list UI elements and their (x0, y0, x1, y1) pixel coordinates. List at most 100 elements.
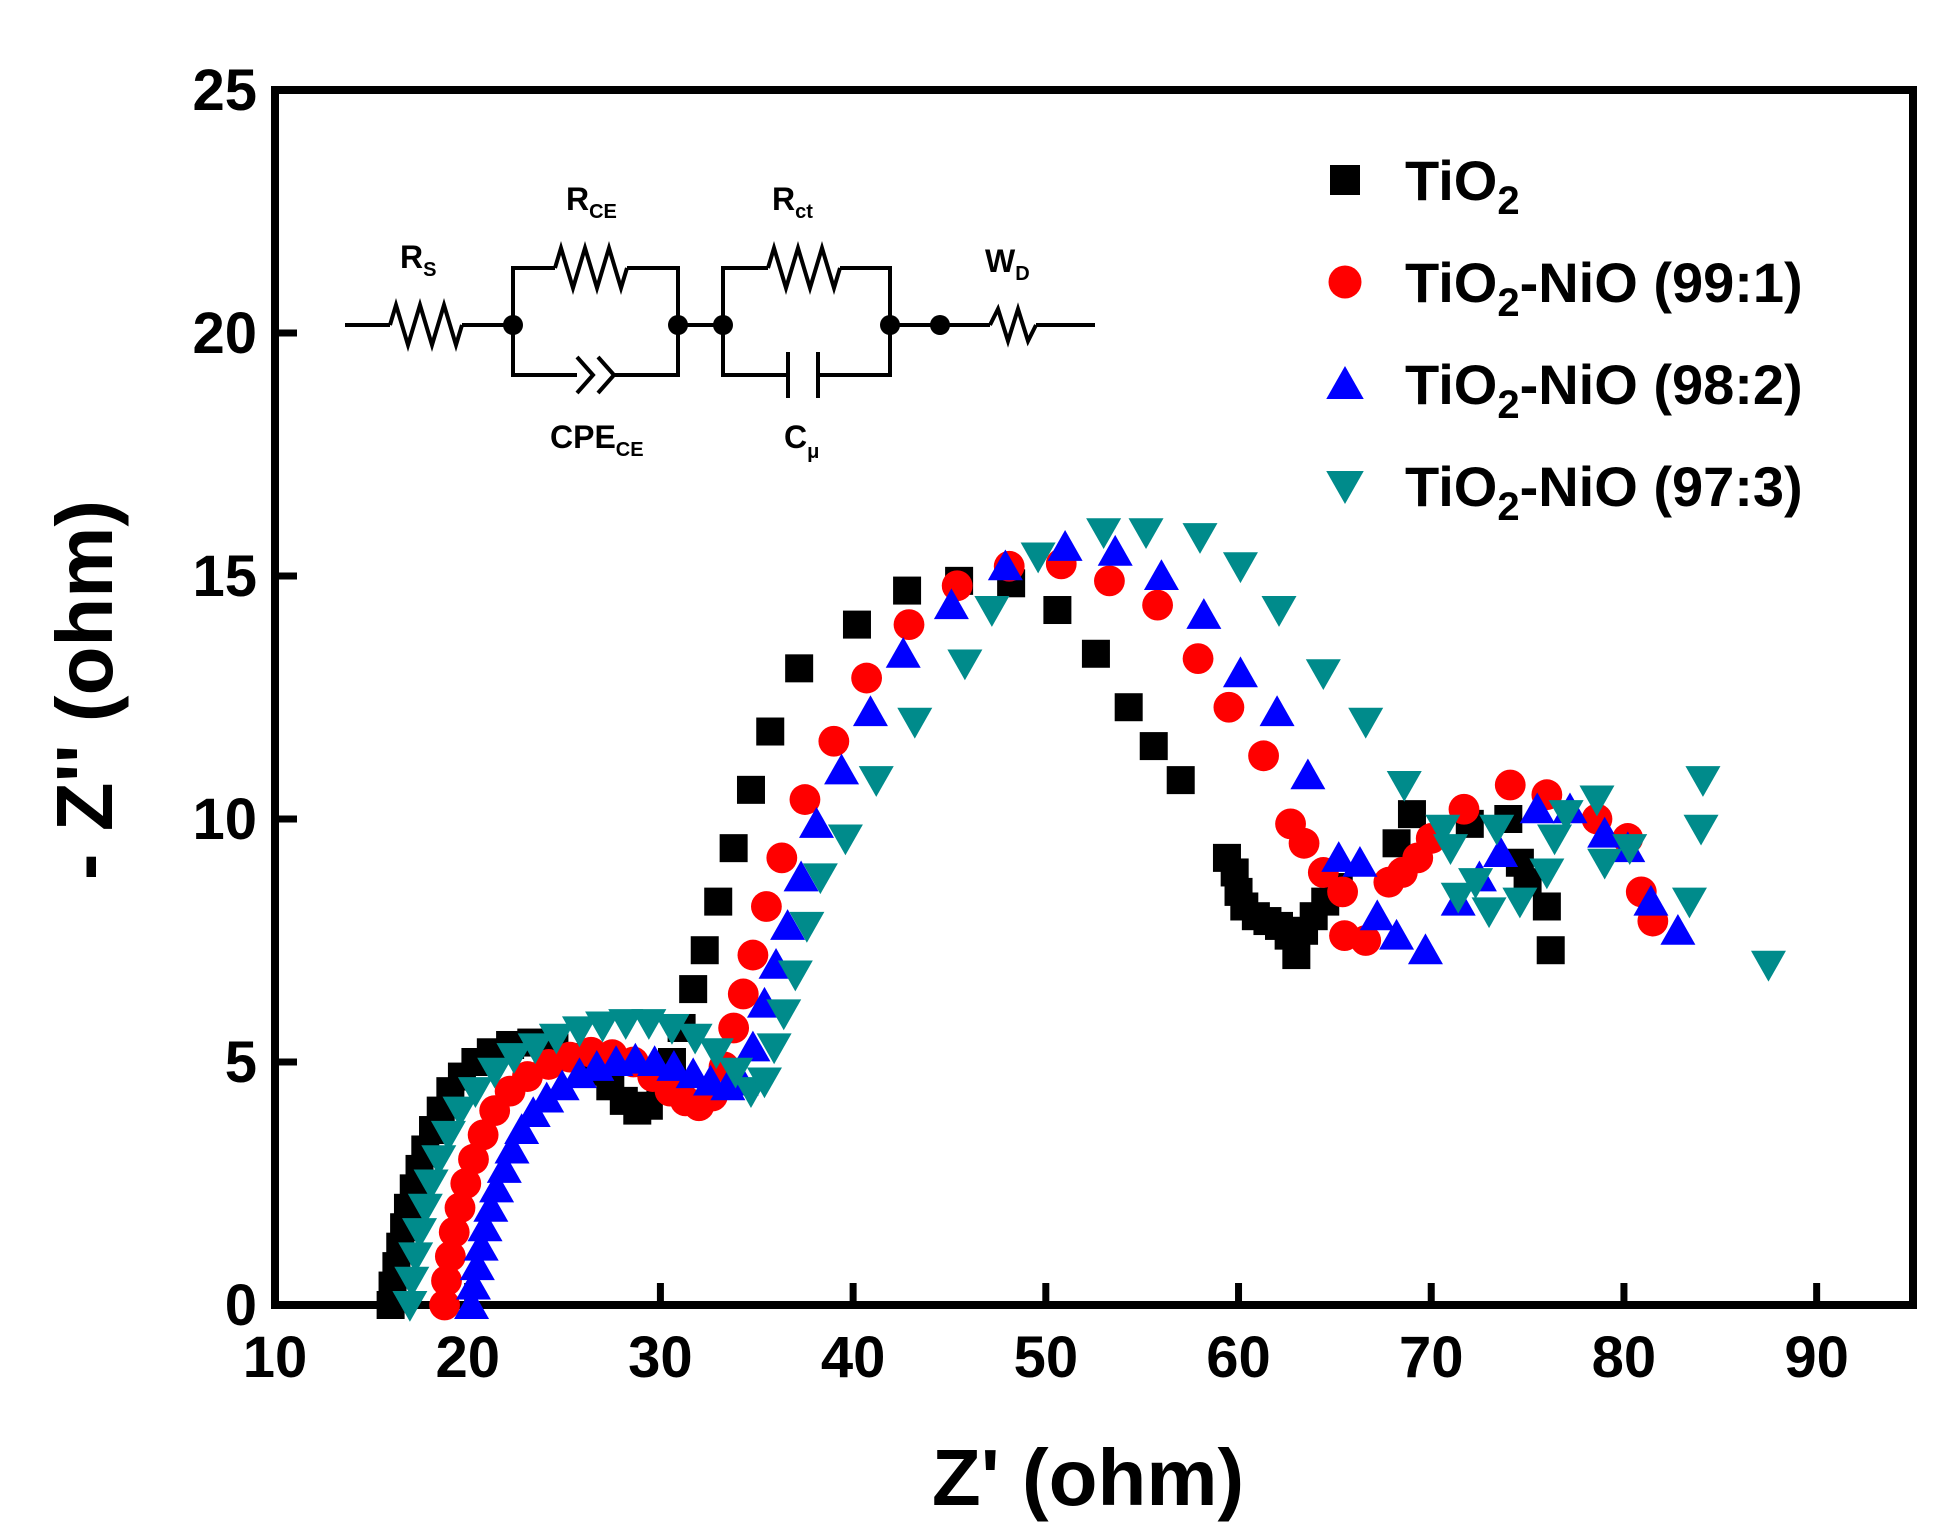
data-point (467, 1119, 499, 1151)
data-point (679, 975, 708, 1004)
label-rce: RCE (566, 181, 617, 223)
data-point (766, 842, 798, 874)
circuit-node (713, 315, 733, 335)
data-point (1537, 824, 1573, 856)
y-tick-label: 0 (225, 1273, 257, 1338)
data-point (608, 1009, 644, 1040)
data-point (719, 834, 748, 863)
data-point (1548, 800, 1584, 831)
y-axis-title: - Z'' (ohm) (40, 500, 129, 880)
data-point (677, 1023, 713, 1055)
data-point (1222, 656, 1258, 688)
data-point (1094, 565, 1125, 597)
data-point (1750, 950, 1786, 982)
data-point (1685, 766, 1721, 797)
data-point (1407, 933, 1443, 965)
y-tick-label: 15 (192, 544, 257, 609)
data-point (392, 1291, 428, 1322)
resistor-rct (766, 241, 842, 295)
data-point (1458, 868, 1494, 899)
label-wd: WD (985, 243, 1030, 285)
data-point (637, 1045, 673, 1076)
data-point (1182, 523, 1218, 554)
data-point (789, 911, 825, 943)
data-point (1386, 770, 1422, 802)
legend-marker (1326, 471, 1364, 504)
circuit-wire (511, 325, 577, 377)
data-point (1143, 559, 1179, 590)
data-point (1261, 596, 1297, 627)
data-point (654, 1013, 690, 1045)
data-point (431, 1265, 462, 1297)
label-rs: RS (400, 239, 436, 281)
data-point (1081, 639, 1110, 668)
data-points (376, 518, 1786, 1322)
data-point (656, 1050, 692, 1081)
data-point (1379, 918, 1415, 950)
data-point (421, 1145, 457, 1176)
cpe-element (575, 355, 596, 395)
data-point (494, 1132, 530, 1164)
data-point (736, 775, 765, 804)
equivalent-circuit: RS RCE CPECE Rct Cμ WD (345, 181, 1095, 463)
data-point (824, 753, 860, 785)
data-point (538, 1023, 574, 1055)
circuit-wire (721, 266, 768, 325)
data-point (394, 1266, 430, 1298)
series-2 (454, 530, 1696, 1319)
data-point (756, 717, 785, 746)
data-point (486, 1152, 522, 1183)
data-point (893, 576, 922, 605)
series-3 (392, 518, 1786, 1322)
data-point (1186, 598, 1222, 629)
legend-entry: TiO2-NiO (97:3) (1405, 455, 1803, 529)
data-point (718, 1012, 750, 1044)
y-tick-label: 20 (192, 301, 257, 366)
data-point (1043, 596, 1072, 625)
data-point (455, 1268, 491, 1300)
data-point (1290, 758, 1326, 790)
data-point (1348, 707, 1384, 739)
data-point (1633, 884, 1669, 916)
data-point (885, 636, 921, 668)
x-tick-label: 10 (243, 1325, 308, 1390)
resistor-rce (553, 241, 629, 295)
data-point (818, 725, 850, 757)
data-point (1047, 530, 1083, 561)
data-point (434, 1241, 466, 1272)
data-point (777, 960, 813, 992)
data-point (827, 824, 863, 856)
data-point (933, 588, 969, 620)
data-point (1350, 925, 1382, 956)
data-point (1579, 785, 1615, 817)
resistor-rs (388, 298, 464, 352)
data-point (1020, 542, 1056, 574)
data-point (1612, 834, 1648, 865)
data-point (1532, 892, 1561, 921)
data-point (1327, 876, 1358, 908)
circuit-node (880, 315, 900, 335)
data-point (1425, 814, 1461, 846)
circuit-wire (627, 266, 680, 325)
data-point (398, 1242, 434, 1274)
data-point (457, 1077, 493, 1108)
data-point (444, 1192, 476, 1224)
label-cmu: Cμ (784, 419, 819, 463)
x-tick-label: 40 (821, 1325, 886, 1390)
y-tick-label: 25 (192, 58, 257, 123)
data-point (698, 1038, 734, 1070)
data-point (459, 1249, 495, 1281)
y-tick-label: 5 (225, 1030, 257, 1095)
data-point (1248, 740, 1279, 772)
label-cpe: CPECE (550, 419, 644, 461)
data-point (1494, 769, 1526, 801)
data-point (766, 999, 802, 1031)
data-point (438, 1216, 470, 1248)
circuit-node (930, 315, 950, 335)
data-point (413, 1169, 449, 1201)
data-point (1433, 834, 1469, 865)
data-point (1683, 814, 1719, 846)
data-point (1479, 814, 1515, 846)
x-tick-label: 50 (1014, 1325, 1079, 1390)
legend-entry: TiO2 (1405, 149, 1520, 223)
